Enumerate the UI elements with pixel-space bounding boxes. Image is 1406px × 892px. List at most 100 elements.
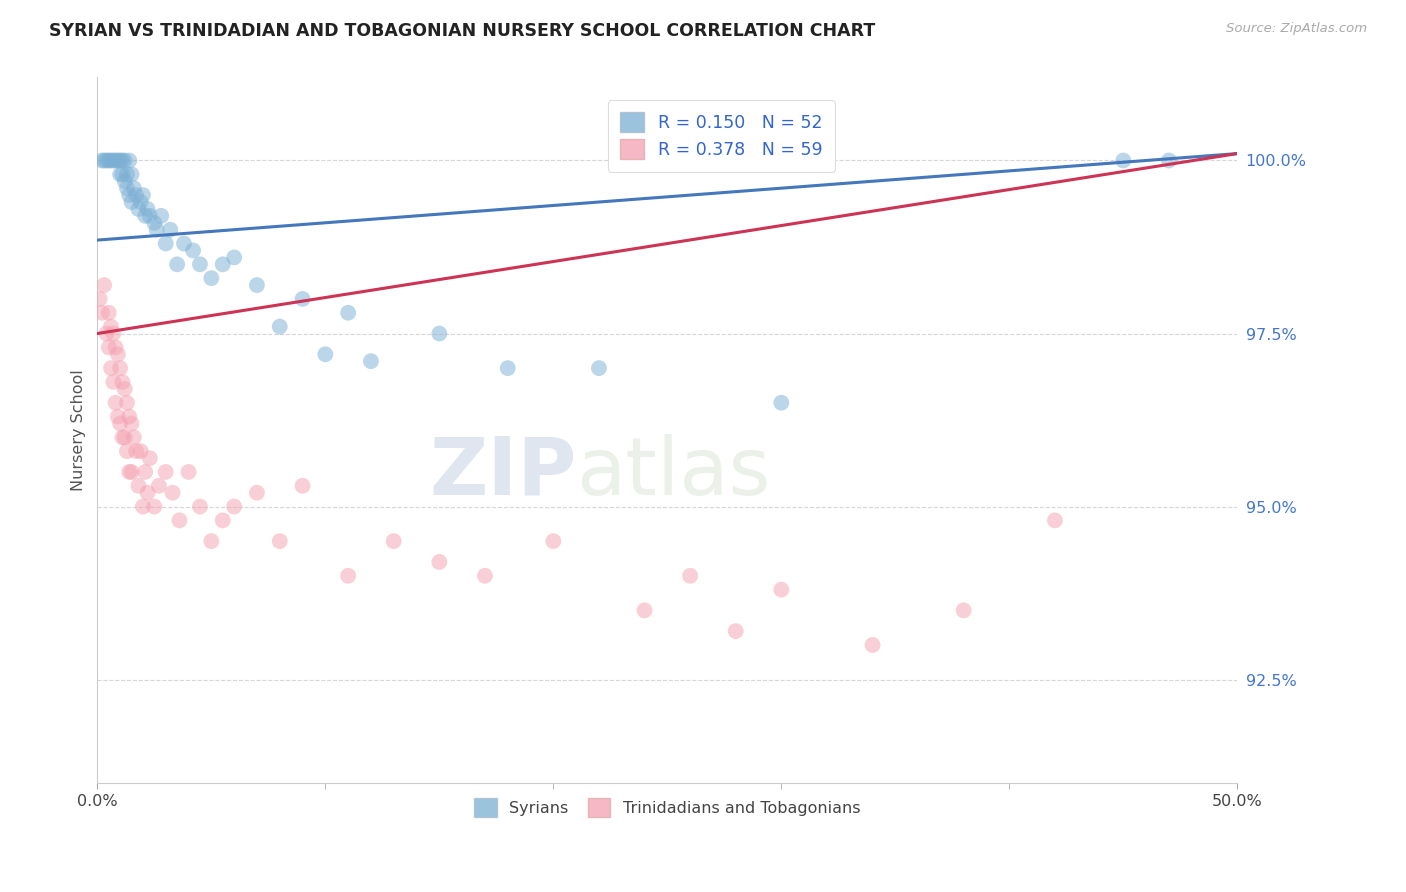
- Point: [114, 382, 136, 396]
- Point: [134, 465, 156, 479]
- Point: [122, 181, 145, 195]
- Point: [93, 278, 115, 293]
- Point: [166, 257, 188, 271]
- Point: [770, 582, 793, 597]
- Point: [125, 188, 148, 202]
- Text: SYRIAN VS TRINIDADIAN AND TOBAGONIAN NURSERY SCHOOL CORRELATION CHART: SYRIAN VS TRINIDADIAN AND TOBAGONIAN NUR…: [49, 22, 876, 40]
- Point: [952, 603, 974, 617]
- Point: [103, 153, 125, 168]
- Point: [111, 153, 134, 168]
- Point: [269, 319, 291, 334]
- Point: [474, 568, 496, 582]
- Point: [139, 209, 162, 223]
- Point: [1157, 153, 1180, 168]
- Point: [100, 319, 122, 334]
- Point: [107, 409, 129, 424]
- Point: [150, 209, 173, 223]
- Point: [121, 167, 143, 181]
- Point: [136, 485, 159, 500]
- Point: [200, 271, 222, 285]
- Point: [96, 153, 118, 168]
- Point: [121, 465, 143, 479]
- Point: [588, 361, 610, 376]
- Point: [104, 395, 127, 409]
- Point: [360, 354, 382, 368]
- Point: [543, 534, 565, 549]
- Point: [188, 257, 211, 271]
- Point: [200, 534, 222, 549]
- Point: [121, 194, 143, 209]
- Point: [108, 361, 131, 376]
- Point: [162, 485, 184, 500]
- Point: [337, 306, 360, 320]
- Point: [129, 444, 152, 458]
- Point: [114, 430, 136, 444]
- Point: [111, 430, 134, 444]
- Point: [314, 347, 336, 361]
- Point: [103, 326, 125, 341]
- Point: [121, 417, 143, 431]
- Point: [129, 194, 152, 209]
- Point: [90, 153, 112, 168]
- Point: [108, 167, 131, 181]
- Point: [155, 236, 177, 251]
- Point: [118, 188, 141, 202]
- Point: [155, 465, 177, 479]
- Point: [111, 167, 134, 181]
- Point: [115, 444, 138, 458]
- Point: [427, 326, 450, 341]
- Point: [97, 153, 120, 168]
- Point: [100, 153, 122, 168]
- Point: [181, 244, 204, 258]
- Point: [143, 500, 166, 514]
- Point: [89, 292, 111, 306]
- Point: [107, 153, 129, 168]
- Point: [291, 292, 314, 306]
- Point: [1112, 153, 1135, 168]
- Y-axis label: Nursery School: Nursery School: [72, 369, 86, 491]
- Point: [173, 236, 195, 251]
- Point: [1043, 513, 1066, 527]
- Point: [159, 223, 181, 237]
- Legend: Syrians, Trinidadians and Tobagonians: Syrians, Trinidadians and Tobagonians: [467, 790, 869, 825]
- Point: [224, 500, 246, 514]
- Point: [862, 638, 884, 652]
- Point: [427, 555, 450, 569]
- Point: [136, 202, 159, 216]
- Point: [118, 153, 141, 168]
- Point: [139, 451, 162, 466]
- Point: [100, 361, 122, 376]
- Point: [269, 534, 291, 549]
- Text: Source: ZipAtlas.com: Source: ZipAtlas.com: [1226, 22, 1367, 36]
- Point: [177, 465, 200, 479]
- Point: [125, 444, 148, 458]
- Point: [188, 500, 211, 514]
- Point: [724, 624, 747, 639]
- Point: [134, 209, 156, 223]
- Point: [496, 361, 519, 376]
- Point: [143, 216, 166, 230]
- Point: [115, 167, 138, 181]
- Point: [633, 603, 655, 617]
- Point: [108, 153, 131, 168]
- Point: [246, 278, 269, 293]
- Point: [211, 257, 233, 271]
- Point: [224, 251, 246, 265]
- Point: [127, 479, 149, 493]
- Point: [148, 479, 170, 493]
- Point: [291, 479, 314, 493]
- Point: [118, 409, 141, 424]
- Point: [382, 534, 405, 549]
- Point: [111, 375, 134, 389]
- Point: [103, 375, 125, 389]
- Point: [122, 430, 145, 444]
- Point: [97, 340, 120, 354]
- Point: [127, 202, 149, 216]
- Point: [97, 306, 120, 320]
- Point: [104, 340, 127, 354]
- Point: [211, 513, 233, 527]
- Point: [96, 326, 118, 341]
- Point: [108, 417, 131, 431]
- Point: [93, 153, 115, 168]
- Point: [114, 153, 136, 168]
